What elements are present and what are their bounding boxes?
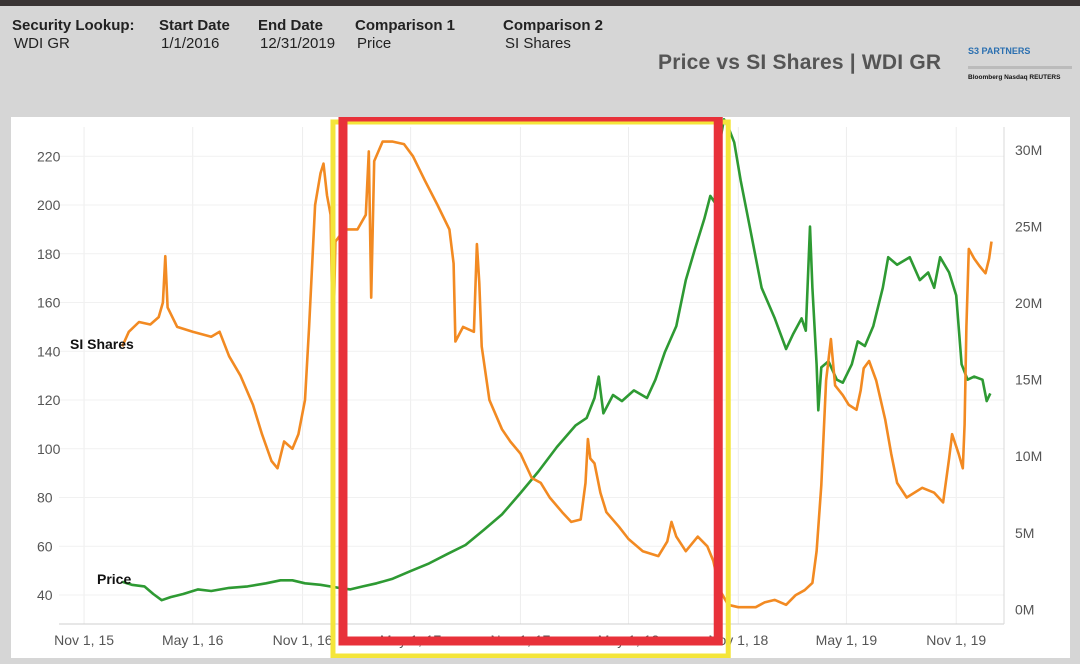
left-y-tick-label: 120	[37, 392, 61, 408]
x-tick-label: Nov 1, 16	[273, 632, 333, 648]
start-date[interactable]: Start Date 1/1/2016	[159, 17, 230, 52]
left-y-tick-label: 80	[37, 490, 53, 506]
right-y-tick-label: 30M	[1015, 142, 1042, 158]
end-date-value: 12/31/2019	[260, 35, 336, 52]
price-line	[121, 140, 993, 609]
red-highlight-box	[338, 117, 723, 646]
x-tick-label: May 1, 16	[162, 632, 224, 648]
comparison-1[interactable]: Comparison 1 Price	[355, 17, 455, 52]
chart-area: Nov 1, 15 May 1, 16 Nov 1, 16 May 1, 17 Nov …	[11, 117, 1070, 658]
right-axis-ticks: 0M 5M 10M 15M 20M 25M 30M	[1015, 142, 1042, 617]
left-y-tick-label: 140	[37, 343, 61, 359]
security-lookup[interactable]: Security Lookup: WDI GR	[12, 17, 135, 52]
line-chart: Nov 1, 15 May 1, 16 Nov 1, 16 May 1, 17 Nov …	[37, 117, 1042, 658]
security-lookup-label: Security Lookup:	[12, 17, 135, 34]
chart-title: Price vs SI Shares | WDI GR	[658, 51, 942, 74]
start-date-value: 1/1/2016	[161, 35, 220, 52]
left-y-tick-label: 220	[37, 148, 61, 164]
end-date[interactable]: End Date 12/31/2019	[258, 17, 335, 52]
right-y-tick-label: 5M	[1015, 525, 1034, 541]
si-shares-line	[121, 118, 992, 602]
x-tick-label: Nov 1, 15	[54, 632, 114, 648]
x-tick-label: Nov 1, 19	[926, 632, 986, 648]
right-y-tick-label: 15M	[1015, 372, 1042, 388]
right-y-tick-label: 10M	[1015, 448, 1042, 464]
left-axis-ticks: 40 60 80 100 120 140 160 180 200 220	[37, 148, 61, 603]
left-y-tick-label: 100	[37, 441, 61, 457]
highlight-boxes	[330, 117, 731, 658]
security-lookup-value: WDI GR	[14, 35, 70, 52]
gridlines	[59, 127, 1005, 625]
logo-name: S3 PARTNERS	[968, 46, 1031, 56]
si-shares-series-label: SI Shares	[70, 336, 134, 352]
left-y-tick-label: 200	[37, 197, 61, 213]
left-y-tick-label: 60	[37, 538, 53, 554]
series-lines	[121, 118, 993, 609]
right-y-tick-label: 0M	[1015, 601, 1034, 617]
top-bar	[0, 0, 1080, 6]
s3-partners-logo: S3 PARTNERS Bloomberg Nasdaq REUTERS	[968, 46, 1074, 82]
left-y-tick-label: 160	[37, 295, 61, 311]
left-y-tick-label: 40	[37, 587, 53, 603]
start-date-label: Start Date	[159, 17, 230, 34]
logo-partners: Bloomberg Nasdaq REUTERS	[968, 74, 1061, 81]
x-tick-label: May 1, 19	[816, 632, 878, 648]
left-y-tick-label: 180	[37, 246, 61, 262]
x-tick-label: Nov 1, 18	[708, 632, 768, 648]
right-y-tick-label: 20M	[1015, 295, 1042, 311]
comparison-1-label: Comparison 1	[355, 17, 456, 34]
logo-divider	[968, 66, 1072, 69]
comparison-1-value: Price	[357, 35, 392, 52]
comparison-2[interactable]: Comparison 2 SI Shares	[503, 17, 603, 52]
yellow-highlight-box	[330, 119, 731, 658]
end-date-label: End Date	[258, 17, 324, 34]
comparison-2-label: Comparison 2	[503, 17, 604, 34]
right-y-tick-label: 25M	[1015, 219, 1042, 235]
price-series-label: Price	[97, 571, 131, 587]
comparison-2-value: SI Shares	[505, 35, 571, 52]
